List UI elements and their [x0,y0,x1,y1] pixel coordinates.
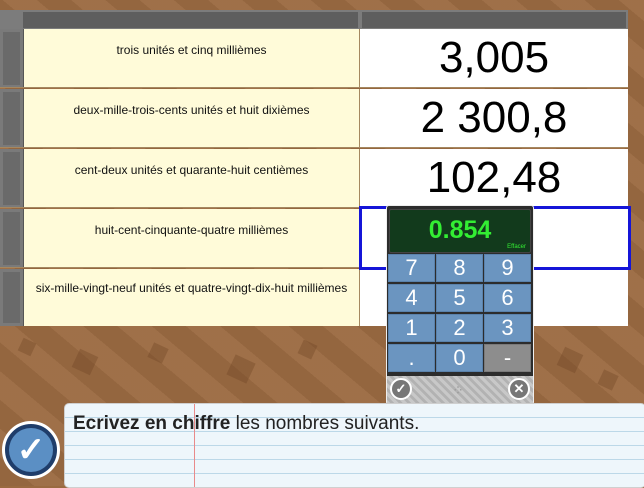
key-decimal[interactable]: . [388,344,435,372]
key-9[interactable]: 9 [484,254,531,282]
header-number-column [362,12,626,28]
numeric-keypad: 0.854 Effacer 7 8 9 4 5 6 1 2 3 . 0 - ✓ … [386,205,534,405]
notebook-margin-line [194,404,195,487]
key-8[interactable]: 8 [436,254,483,282]
table-row: deux-mille-trois-cents unités et huit di… [0,89,628,148]
table-row: trois unités et cinq millièmes 3,005 [0,29,628,88]
check-icon[interactable]: ✓ [390,378,412,400]
grid-icon: ⁘ [452,382,464,398]
close-icon[interactable]: ✕ [508,378,530,400]
key-4[interactable]: 4 [388,284,435,312]
key-5[interactable]: 5 [436,284,483,312]
erase-button[interactable]: Effacer [507,244,526,250]
row-words: six-mille-vingt-neuf unités et quatre-vi… [24,269,359,326]
row-handle [0,209,24,268]
instruction-rest: les nombres suivants. [230,413,420,434]
key-7[interactable]: 7 [388,254,435,282]
row-words: deux-mille-trois-cents unités et huit di… [24,89,359,148]
row-handle [0,29,24,88]
row-words: cent-deux unités et quarante-huit centiè… [24,149,359,208]
row-handle [0,89,24,148]
keypad-display: 0.854 Effacer [389,209,531,253]
header-words-column [23,12,358,28]
keypad-display-value: 0.854 [428,216,492,244]
key-1[interactable]: 1 [388,314,435,342]
row-number-field[interactable]: 3,005 [360,29,628,88]
row-words: trois unités et cinq millièmes [24,29,359,88]
key-2[interactable]: 2 [436,314,483,342]
validate-button[interactable]: ✓ [2,421,60,479]
instruction-bold: Ecrivez en chiffre [73,413,231,434]
table-row: cent-deux unités et quarante-huit centiè… [0,149,628,208]
instruction-panel: Ecrivez en chiffre les nombres suivants. [64,403,644,488]
key-minus[interactable]: - [484,344,531,372]
key-0[interactable]: 0 [436,344,483,372]
instruction-text: Ecrivez en chiffre les nombres suivants. [73,413,419,435]
row-number-field[interactable]: 102,48 [360,149,628,208]
keypad-action-bar: ✓ ⁘ ✕ [387,376,533,404]
row-number-field[interactable]: 2 300,8 [360,89,628,148]
row-words: huit-cent-cinquante-quatre millièmes [24,209,359,268]
row-handle [0,269,24,326]
check-icon: ✓ [9,428,53,472]
table-header [0,10,628,29]
key-6[interactable]: 6 [484,284,531,312]
key-3[interactable]: 3 [484,314,531,342]
row-handle [0,149,24,208]
